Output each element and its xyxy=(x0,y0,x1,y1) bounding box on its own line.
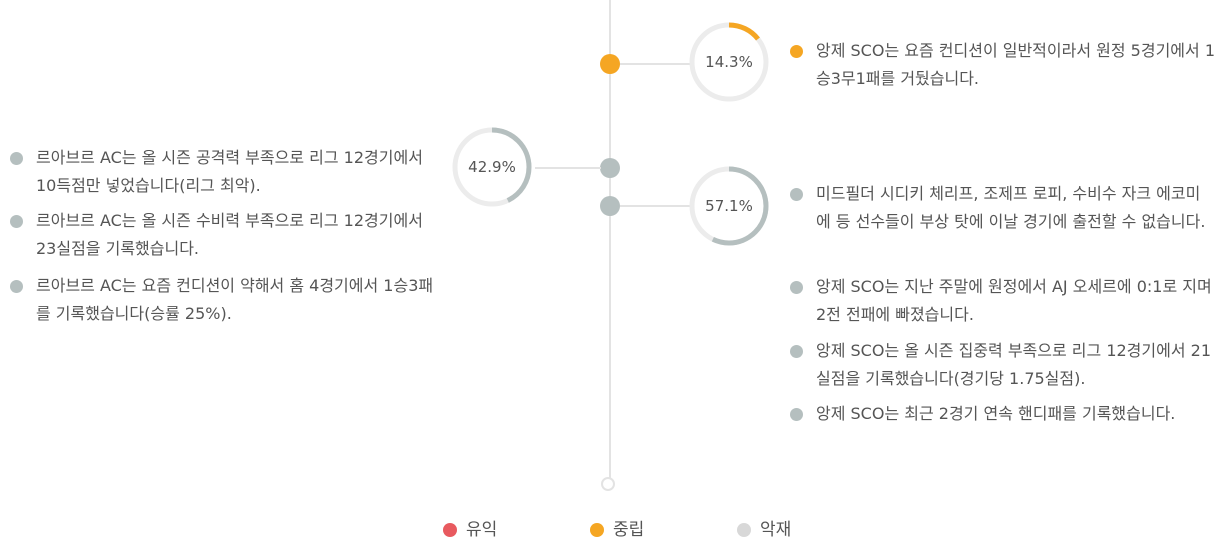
timeline-dot-bad-right[interactable] xyxy=(600,196,620,216)
good-dot-icon xyxy=(443,523,457,537)
analysis-item: 앙제 SCO는 올 시즌 집중력 부족으로 리그 12경기에서 21실점을 기록… xyxy=(790,337,1215,393)
bad-bullet-icon xyxy=(10,152,23,165)
analysis-item: 르아브르 AC는 올 시즌 수비력 부족으로 리그 12경기에서 23실점을 기… xyxy=(10,207,435,263)
legend-neutral[interactable]: 중립 xyxy=(590,518,670,542)
analysis-text: 앙제 SCO는 올 시즌 집중력 부족으로 리그 12경기에서 21실점을 기록… xyxy=(816,341,1212,388)
neutral-bullet-icon xyxy=(790,45,803,58)
analysis-text: 르아브르 AC는 올 시즌 수비력 부족으로 리그 12경기에서 23실점을 기… xyxy=(36,211,423,258)
analysis-item: 르아브르 AC는 요즘 컨디션이 약해서 홈 4경기에서 1승3패를 기록했습니… xyxy=(10,272,435,328)
timeline-end-marker xyxy=(601,477,615,491)
timeline-dot-bad-left[interactable] xyxy=(600,158,620,178)
bad-bullet-icon xyxy=(10,280,23,293)
percent-label: 57.1% xyxy=(705,197,753,215)
analysis-item: 미드필더 시디키 체리프, 조제프 로피, 수비수 자크 에코미에 등 선수들이… xyxy=(790,180,1215,236)
legend-good[interactable]: 유익 xyxy=(443,518,523,542)
analysis-item: 앙제 SCO는 지난 주말에 원정에서 AJ 오세르에 0:1로 지며 2전 전… xyxy=(790,273,1215,329)
percent-label: 42.9% xyxy=(468,158,516,176)
bad-bullet-icon xyxy=(790,281,803,294)
connector-bad-left xyxy=(535,167,601,169)
analysis-text: 앙제 SCO는 최근 2경기 연속 핸디패를 기록했습니다. xyxy=(816,404,1176,423)
legend-label: 중립 xyxy=(613,520,645,540)
analysis-text: 르아브르 AC는 요즘 컨디션이 약해서 홈 4경기에서 1승3패를 기록했습니… xyxy=(36,276,434,323)
legend-bad[interactable]: 악재 xyxy=(737,518,817,542)
analysis-text: 르아브르 AC는 올 시즌 공격력 부족으로 리그 12경기에서 10득점만 넣… xyxy=(36,148,423,195)
analysis-item: 르아브르 AC는 올 시즌 공격력 부족으로 리그 12경기에서 10득점만 넣… xyxy=(10,144,435,200)
analysis-text: 앙제 SCO는 요즘 컨디션이 일반적이라서 원정 5경기에서 1승3무1패를 … xyxy=(816,41,1216,88)
bad-bullet-icon xyxy=(10,215,23,228)
bad-bullet-icon xyxy=(790,408,803,421)
legend-label: 유익 xyxy=(466,520,498,540)
percent-label: 14.3% xyxy=(705,53,753,71)
percent-ring-bad-right: 57.1% xyxy=(688,165,770,247)
analysis-text: 앙제 SCO는 지난 주말에 원정에서 AJ 오세르에 0:1로 지며 2전 전… xyxy=(816,277,1212,324)
connector-bad-right xyxy=(620,205,690,207)
bad-dot-icon xyxy=(737,523,751,537)
analysis-item: 앙제 SCO는 요즘 컨디션이 일반적이라서 원정 5경기에서 1승3무1패를 … xyxy=(790,37,1215,93)
legend-label: 악재 xyxy=(760,520,792,540)
connector-neutral xyxy=(620,63,690,65)
bad-bullet-icon xyxy=(790,345,803,358)
percent-ring-bad-left: 42.9% xyxy=(451,126,533,208)
analysis-text: 미드필더 시디키 체리프, 조제프 로피, 수비수 자크 에코미에 등 선수들이… xyxy=(816,184,1206,231)
bad-bullet-icon xyxy=(790,188,803,201)
percent-ring-neutral: 14.3% xyxy=(688,21,770,103)
timeline-dot-neutral[interactable] xyxy=(600,54,620,74)
neutral-dot-icon xyxy=(590,523,604,537)
analysis-item: 앙제 SCO는 최근 2경기 연속 핸디패를 기록했습니다. xyxy=(790,400,1215,428)
timeline-line xyxy=(609,0,611,478)
